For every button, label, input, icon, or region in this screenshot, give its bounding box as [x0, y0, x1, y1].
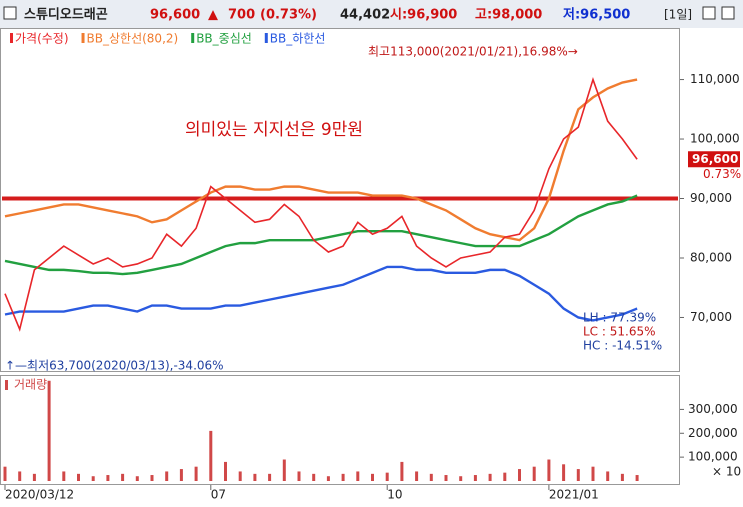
window-button[interactable] [702, 6, 716, 20]
legend-label: BB_상한선(80,2) [87, 32, 179, 46]
volume-bar [3, 466, 7, 481]
volume-bar [400, 461, 404, 481]
price-panel [0, 28, 680, 372]
volume-bar [591, 466, 595, 481]
volume-bar [459, 476, 463, 481]
volume-bar [135, 476, 139, 481]
volume-bar [620, 473, 624, 481]
legend-swatch [10, 33, 13, 43]
volume-unit: × 10 [712, 465, 741, 479]
annotation: 의미있는 지지선은 9만원 [185, 120, 363, 140]
annotation: ↑—최저63,700(2020/03/13),-34.06% [5, 359, 224, 373]
x-tick-label: 2020/03/12 [5, 488, 74, 502]
price-tag-label: 96,600 [692, 152, 738, 166]
series-line [4, 78, 638, 242]
series-line [4, 265, 638, 322]
volume-bar [562, 464, 566, 481]
volume-bar [238, 471, 242, 481]
volume-bar [253, 473, 257, 481]
annotation: 최고113,000(2021/01/21),16.98%→ [368, 45, 578, 59]
volume: 44,402 [340, 8, 390, 23]
legend-label: 가격(수정) [15, 32, 69, 46]
volume-bar [488, 473, 492, 481]
high: 고:98,000 [475, 8, 542, 23]
volume-bar [503, 472, 507, 481]
checkbox[interactable] [3, 6, 17, 20]
y-tick-label: 70,000 [690, 310, 732, 324]
legend-swatch [81, 33, 85, 43]
volume-bar [606, 471, 610, 481]
annotation: HC : -14.51% [583, 339, 662, 353]
volume-title: 거래량 [14, 378, 47, 392]
y-tick-label: 110,000 [690, 72, 740, 86]
y-tick-label: 80,000 [690, 250, 732, 264]
change-pct: (0.73%) [260, 8, 317, 23]
volume-bar [326, 476, 330, 481]
close-button[interactable] [721, 6, 735, 20]
volume-bar [518, 469, 521, 481]
legend-label: BB_하한선 [270, 32, 326, 46]
volume-bar [415, 471, 419, 481]
open: 시:96,900 [390, 8, 457, 23]
volume-legend-swatch [5, 380, 8, 390]
volume-bar [385, 472, 389, 481]
volume-bar [473, 475, 477, 481]
arrow: ▲ [208, 8, 218, 23]
volume-bar [444, 475, 448, 481]
volume-bar [150, 475, 154, 481]
y-tick-label: 90,000 [690, 191, 732, 205]
volume-bar [312, 473, 316, 481]
low: 저:96,500 [563, 8, 630, 23]
volume-bar [91, 476, 95, 481]
change: 700 [228, 8, 255, 23]
y-tick-label: 100,000 [688, 450, 738, 464]
volume-bar [194, 466, 198, 481]
change-tag-label: 0.73% [703, 167, 741, 181]
price-tag [688, 151, 740, 168]
volume-bar [282, 459, 286, 481]
volume-bar [209, 430, 213, 481]
x-tick-label: 07 [211, 488, 226, 502]
volume-bar [106, 475, 110, 481]
volume-panel [0, 375, 680, 485]
annotation: LH : 77.39% [583, 311, 656, 325]
x-tick-label: 10 [387, 488, 402, 502]
stock-name: 스튜디오드래곤 [24, 7, 108, 23]
volume-bar [371, 473, 374, 481]
volume-bar [165, 471, 169, 481]
volume-bar [576, 469, 580, 481]
y-tick-label: 300,000 [688, 402, 738, 416]
volume-bar [547, 459, 551, 481]
volume-bar [532, 466, 536, 481]
series-line [4, 194, 638, 276]
price: 96,600 [150, 8, 200, 23]
volume-bar [179, 469, 183, 481]
volume-bar [32, 473, 36, 481]
y-tick-label: 100,000 [690, 132, 740, 146]
volume-bar [635, 475, 639, 481]
volume-bar [224, 461, 227, 481]
series-line [4, 77, 638, 332]
x-tick-label: 2021/01 [549, 488, 599, 502]
legend-swatch [264, 33, 268, 43]
legend-label: BB_중심선 [196, 32, 252, 46]
y-tick-label: 200,000 [688, 426, 738, 440]
volume-bar [268, 473, 272, 481]
header-bar [0, 0, 743, 28]
volume-bar [62, 471, 66, 481]
volume-bar [429, 473, 433, 481]
volume-bar [77, 473, 80, 481]
annotation: LC : 51.65% [583, 325, 656, 339]
volume-bar [341, 473, 345, 481]
volume-bar [18, 471, 22, 481]
volume-bar [47, 380, 51, 481]
volume-bar [121, 473, 125, 481]
legend-swatch [191, 33, 195, 43]
volume-bar [356, 471, 360, 481]
period[interactable]: [1일] [664, 8, 692, 22]
volume-bar [297, 471, 301, 481]
